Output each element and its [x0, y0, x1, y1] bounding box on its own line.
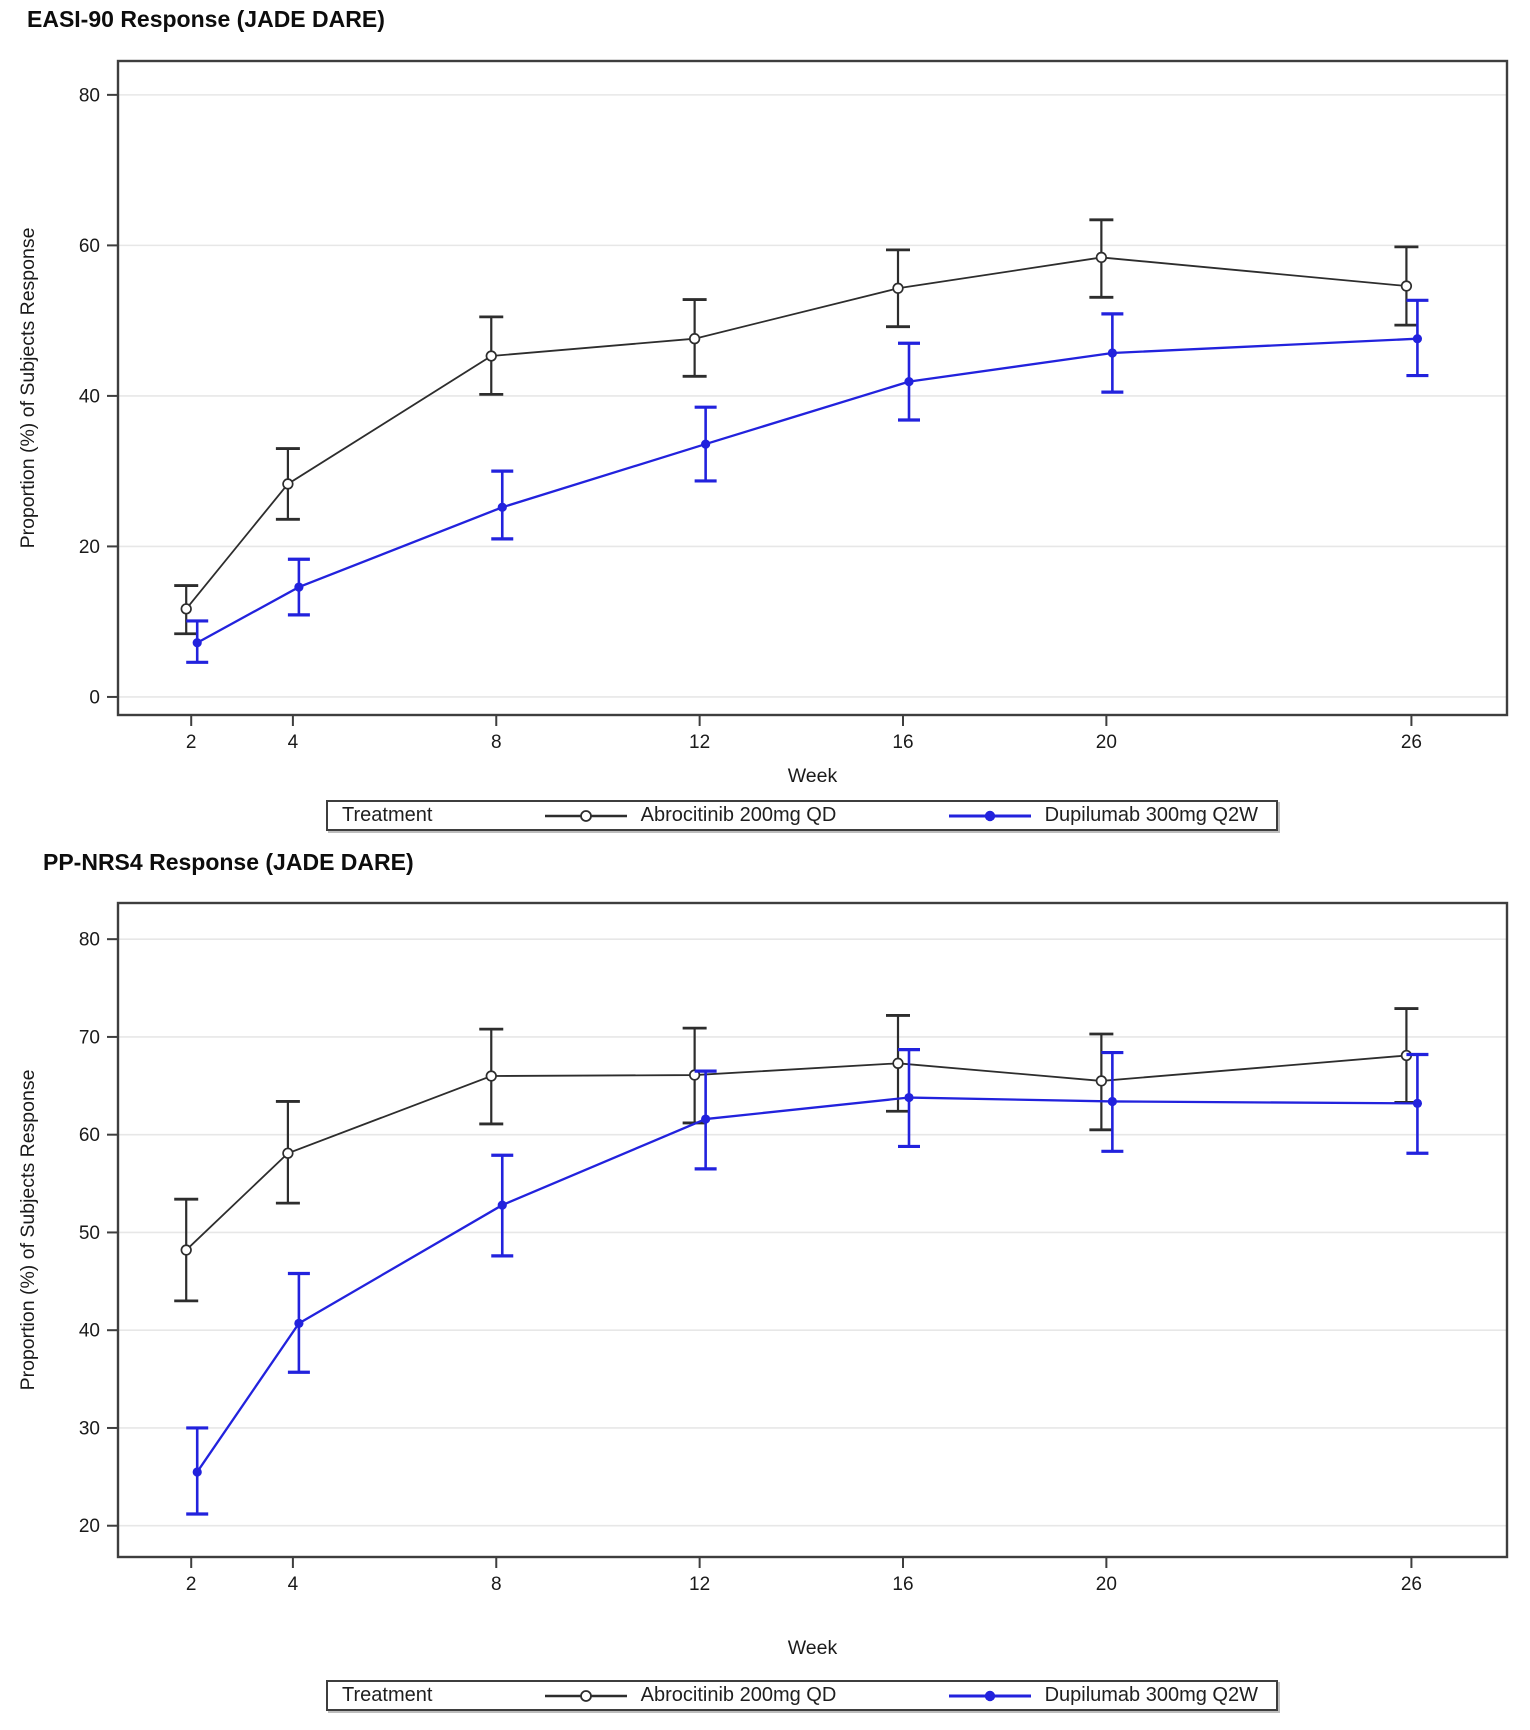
svg-text:4: 4: [288, 1574, 299, 1595]
legend-entry-dupilumab: Dupilumab 300mg Q2W: [947, 804, 1258, 827]
easi90-plot: 0 20 40 60 80 2 4 8 12 16 20 26 Week Proportion (%) o…: [17, 59, 1509, 787]
svg-text:80: 80: [79, 85, 100, 106]
svg-text:20: 20: [79, 537, 100, 558]
svg-text:2: 2: [186, 732, 197, 753]
y-axis-title: Proportion (%) of Subjects Response: [17, 1070, 39, 1391]
series-dupilumab-300mg-q2w: [186, 298, 1429, 664]
legend-entry-label: Abrocitinib 200mg QD: [640, 804, 837, 826]
legend-entry-abrocitinib: Abrocitinib 200mg QD: [543, 804, 837, 827]
svg-text:40: 40: [79, 1321, 100, 1342]
svg-text:12: 12: [689, 1574, 710, 1595]
dupilumab-line-swatch: [948, 810, 1031, 821]
svg-text:4: 4: [288, 732, 299, 753]
x-axis-title: Week: [788, 765, 838, 787]
abrocitinib-line-swatch: [544, 1689, 627, 1702]
legend-entry-label: Abrocitinib 200mg QD: [640, 1684, 837, 1706]
svg-text:26: 26: [1401, 732, 1422, 753]
svg-text:70: 70: [79, 1027, 100, 1048]
svg-text:8: 8: [491, 732, 502, 753]
svg-text:0: 0: [89, 687, 100, 708]
x-axis-title: Week: [788, 1637, 838, 1659]
treatment-legend-easi90: Treatment Abrocitinib 200mg QD Dupilumab…: [326, 800, 1278, 831]
svg-text:2: 2: [186, 1574, 197, 1595]
dupilumab-line-swatch: [948, 1690, 1031, 1701]
svg-text:60: 60: [79, 1125, 100, 1146]
svg-text:20: 20: [1096, 732, 1117, 753]
y-axis-title: Proportion (%) of Subjects Response: [17, 228, 39, 549]
svg-text:30: 30: [79, 1418, 100, 1439]
legend-entry-label: Dupilumab 300mg Q2W: [1044, 804, 1258, 826]
svg-text:40: 40: [79, 386, 100, 407]
legend-entry-abrocitinib: Abrocitinib 200mg QD: [543, 1684, 837, 1707]
legend-entry-label: Dupilumab 300mg Q2W: [1044, 1684, 1258, 1706]
svg-text:20: 20: [1096, 1574, 1117, 1595]
svg-text:12: 12: [689, 732, 710, 753]
svg-text:60: 60: [79, 236, 100, 257]
treatment-legend-ppnrs4: Treatment Abrocitinib 200mg QD Dupilumab…: [326, 1680, 1278, 1711]
svg-text:8: 8: [491, 1574, 502, 1595]
ppnrs4-chart-title: PP-NRS4 Response (JADE DARE): [43, 849, 414, 875]
svg-text:80: 80: [79, 930, 100, 951]
legend-title: Treatment: [342, 804, 433, 826]
abrocitinib-line-swatch: [544, 809, 627, 822]
series-abrocitinib-200mg-qd: [174, 218, 1419, 636]
svg-text:20: 20: [79, 1516, 100, 1537]
svg-text:50: 50: [79, 1223, 100, 1244]
series-abrocitinib-200mg-qd: [174, 1007, 1419, 1303]
svg-text:16: 16: [892, 1574, 913, 1595]
svg-text:16: 16: [892, 732, 913, 753]
legend-title: Treatment: [342, 1684, 433, 1706]
ppnrs4-plot: 20 30 40 50 60 70 80 2 4 8 12 16 20 26 Week Proportion …: [17, 901, 1509, 1659]
svg-text:26: 26: [1401, 1574, 1422, 1595]
easi90-chart-title: EASI-90 Response (JADE DARE): [27, 6, 385, 32]
series-dupilumab-300mg-q2w: [186, 1048, 1429, 1516]
legend-entry-dupilumab: Dupilumab 300mg Q2W: [947, 1684, 1258, 1707]
